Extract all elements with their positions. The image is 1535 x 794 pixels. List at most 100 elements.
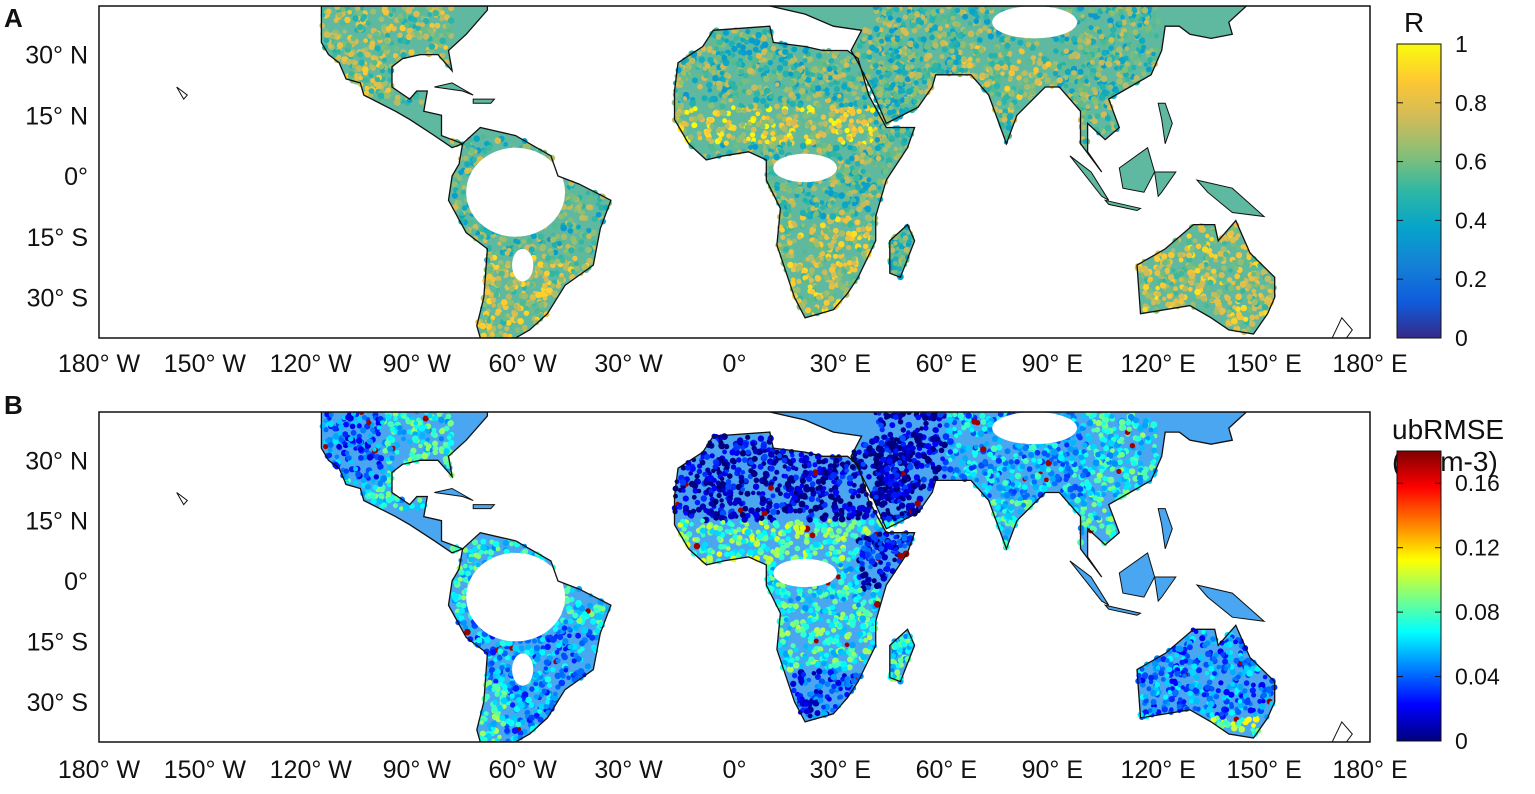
data-pixel — [781, 125, 788, 132]
data-pixel — [1108, 37, 1115, 43]
data-pixel — [413, 420, 419, 426]
data-pixel — [1243, 316, 1249, 322]
data-pixel — [873, 126, 878, 132]
data-pixel — [1185, 264, 1192, 270]
data-pixel — [1177, 251, 1184, 259]
data-pixel — [880, 137, 888, 144]
data-pixel — [358, 59, 365, 66]
data-pixel — [796, 298, 802, 304]
data-pixel — [715, 54, 723, 62]
data-pixel — [355, 6, 361, 11]
data-pixel — [904, 97, 910, 103]
data-pixel — [502, 539, 510, 547]
data-pixel — [1189, 224, 1196, 230]
data-pixel — [464, 142, 471, 149]
data-pixel — [1006, 120, 1011, 125]
data-pixel — [598, 204, 605, 211]
data-pixel — [755, 52, 763, 60]
data-pixel — [882, 168, 889, 175]
data-pixel — [502, 315, 508, 322]
data-pixel — [870, 184, 877, 191]
data-pixel — [797, 102, 803, 108]
data-pixel — [497, 241, 502, 246]
data-pixel — [1015, 105, 1020, 110]
data-pixel — [405, 33, 413, 41]
data-pixel — [412, 93, 419, 100]
data-pixel — [1251, 298, 1258, 306]
data-pixel — [400, 52, 407, 59]
data-pixel — [967, 30, 975, 38]
data-pixel — [1002, 95, 1009, 101]
data-pixel — [502, 332, 508, 338]
data-pixel — [837, 262, 844, 268]
data-pixel — [1093, 47, 1098, 53]
data-pixel — [822, 227, 830, 234]
data-pixel — [353, 480, 359, 486]
data-pixel — [696, 63, 701, 68]
data-pixel — [845, 158, 851, 165]
data-pixel — [1132, 53, 1139, 61]
data-pixel — [932, 24, 939, 31]
data-pixel — [817, 73, 823, 78]
data-pixel — [550, 236, 557, 243]
data-pixel — [823, 274, 831, 281]
data-pixel — [448, 439, 455, 447]
data-pixel — [901, 69, 908, 76]
data-pixel — [388, 12, 394, 18]
data-pixel — [982, 25, 988, 32]
data-pixel — [688, 116, 695, 122]
data-pixel — [827, 189, 835, 197]
data-pixel — [1229, 261, 1236, 267]
data-pixel — [724, 38, 729, 44]
data-pixel — [941, 46, 948, 53]
data-pixel — [543, 277, 549, 283]
data-pixel — [759, 123, 766, 129]
data-pixel — [1246, 254, 1252, 261]
data-pixel — [893, 261, 898, 266]
data-pixel — [1236, 245, 1241, 250]
data-pixel — [1068, 75, 1075, 82]
data-pixel — [841, 72, 847, 78]
data-pixel — [505, 260, 511, 267]
data-pixel — [695, 73, 701, 79]
data-pixel — [1155, 18, 1162, 25]
data-pixel — [337, 430, 343, 436]
data-pixel — [1152, 307, 1160, 314]
data-pixel — [682, 96, 688, 101]
data-pixel — [548, 270, 556, 277]
data-pixel — [1172, 237, 1179, 245]
data-pixel — [762, 48, 768, 54]
data-pixel — [479, 322, 487, 330]
data-pixel — [1001, 116, 1008, 123]
data-pixel — [829, 104, 837, 112]
data-pixel — [999, 36, 1006, 43]
data-pixel — [830, 174, 837, 181]
data-pixel — [790, 119, 797, 126]
data-pixel — [887, 162, 893, 168]
data-pixel — [1088, 7, 1095, 14]
data-pixel — [786, 141, 793, 147]
data-pixel — [509, 286, 515, 292]
data-pixel — [336, 54, 342, 60]
data-pixel — [961, 28, 969, 35]
data-pixel — [752, 144, 757, 149]
data-pixel — [907, 12, 914, 20]
data-pixel — [1182, 285, 1188, 292]
data-pixel — [1044, 77, 1052, 84]
data-pixel — [776, 113, 783, 120]
data-pixel — [378, 480, 383, 485]
data-pixel — [705, 63, 711, 69]
data-pixel — [830, 200, 836, 206]
data-pixel — [1094, 113, 1101, 120]
data-pixel — [898, 244, 904, 250]
data-pixel — [833, 253, 838, 259]
data-pixel — [782, 70, 790, 78]
data-pixel — [355, 471, 362, 478]
data-pixel — [916, 67, 922, 74]
data-pixel — [816, 294, 822, 301]
data-pixel — [764, 103, 770, 109]
data-pixel — [746, 49, 753, 56]
y-tick-label: 15° S — [27, 224, 88, 252]
data-pixel — [1222, 300, 1228, 306]
data-pixel — [391, 7, 397, 13]
